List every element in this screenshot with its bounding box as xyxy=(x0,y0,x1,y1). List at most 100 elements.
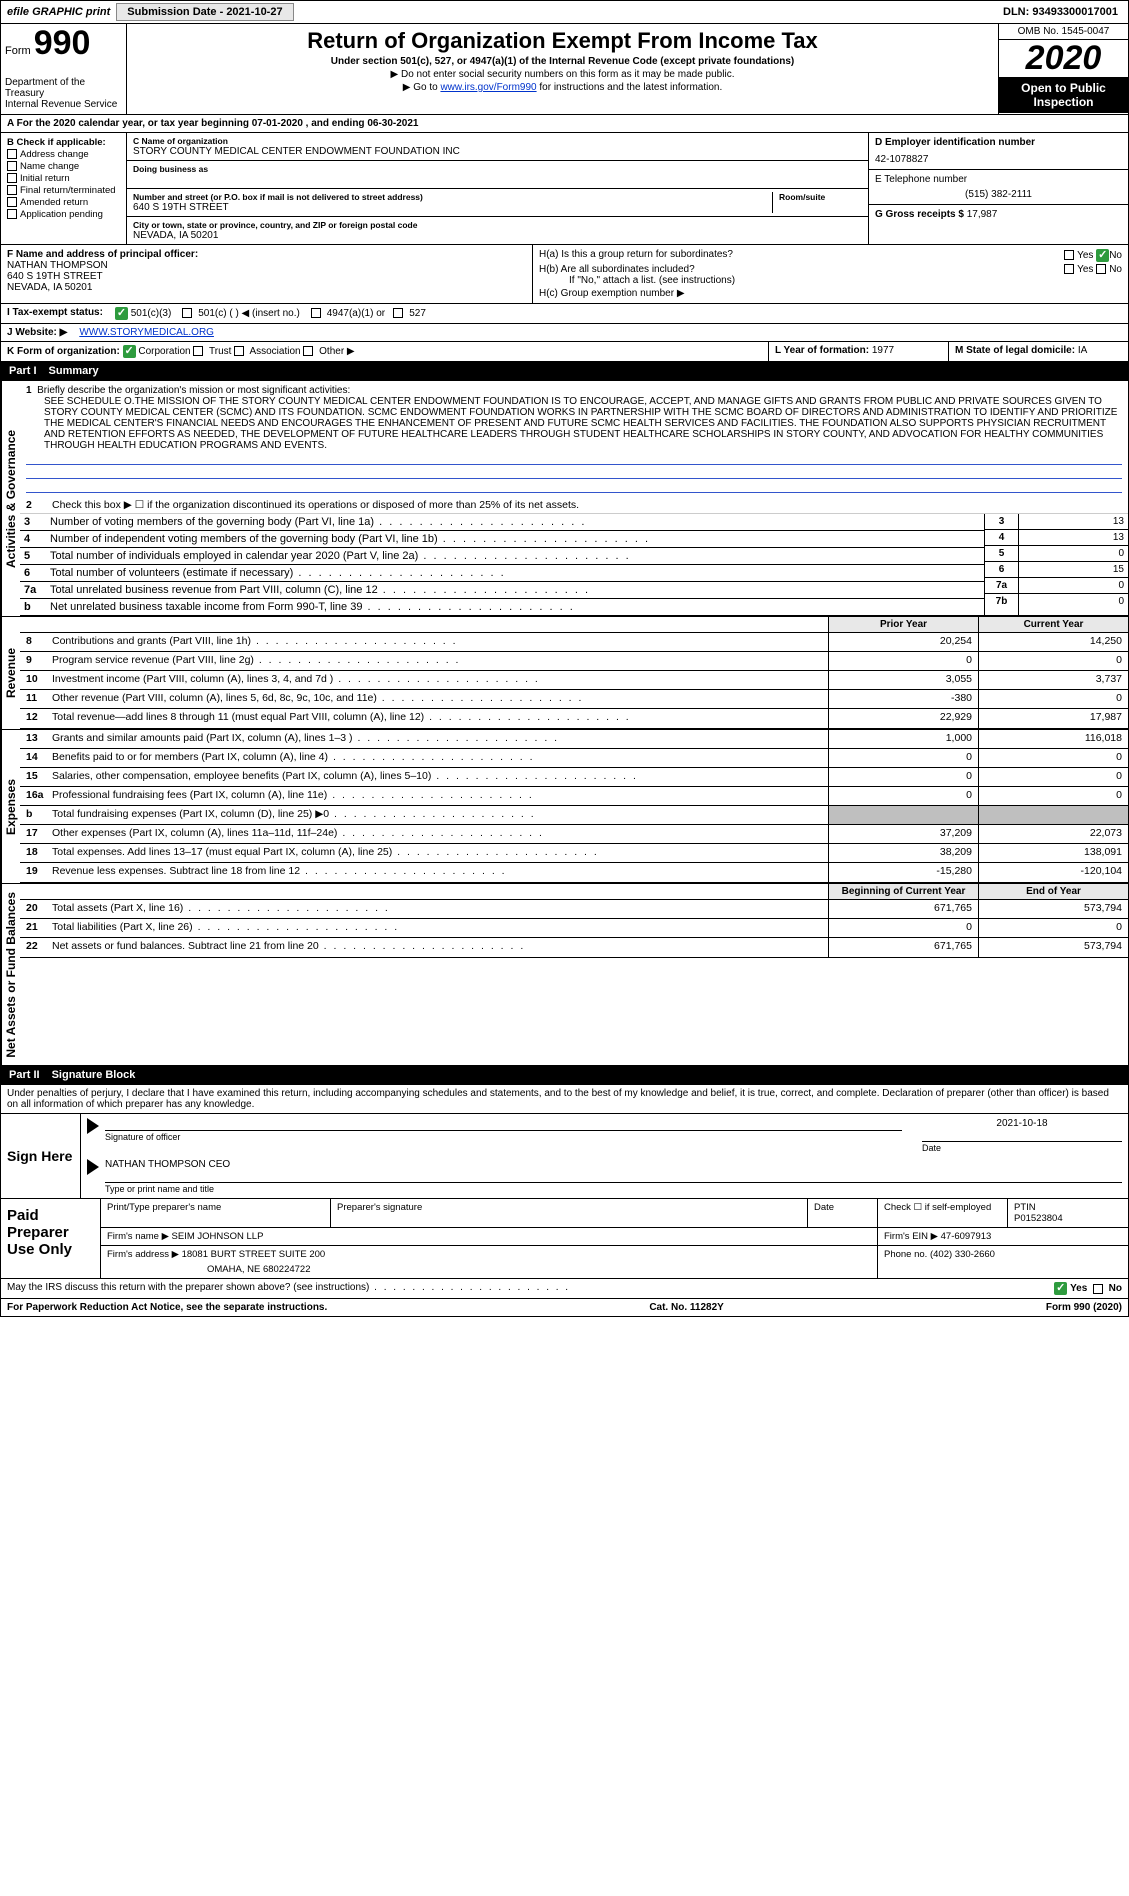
sign-date: 2021-10-18 xyxy=(922,1118,1122,1129)
submission-date-button[interactable]: Submission Date - 2021-10-27 xyxy=(116,3,293,21)
sign-here-block: Sign Here Signature of officer 2021-10-1… xyxy=(0,1114,1129,1199)
section-j: J Website: ▶ WWW.STORYMEDICAL.ORG xyxy=(0,324,1129,342)
form-number: 990 xyxy=(34,24,91,62)
form-title: Return of Organization Exempt From Incom… xyxy=(135,28,990,54)
org-name-box: C Name of organization STORY COUNTY MEDI… xyxy=(127,133,868,161)
prior-20: 671,765 xyxy=(829,900,978,919)
line-b: bTotal fundraising expenses (Part IX, co… xyxy=(20,806,828,825)
line-22: 22Net assets or fund balances. Subtract … xyxy=(20,938,828,957)
ein-value: 42-1078827 xyxy=(875,154,1122,165)
line-20: 20Total assets (Part X, line 16) xyxy=(20,900,828,919)
footer-left: For Paperwork Reduction Act Notice, see … xyxy=(7,1302,327,1313)
val-b: 0 xyxy=(1019,594,1128,609)
tax-year: 2020 xyxy=(999,40,1128,77)
ein-box: D Employer identification number 42-1078… xyxy=(869,133,1128,170)
chk-initial[interactable]: Initial return xyxy=(7,173,120,184)
prior-17: 37,209 xyxy=(829,825,978,844)
addr-label: Number and street (or P.O. box if mail i… xyxy=(133,192,772,202)
line-6: 6Total number of volunteers (estimate if… xyxy=(20,565,984,582)
chk-pending[interactable]: Application pending xyxy=(7,209,120,220)
prior-year-head: Prior Year xyxy=(829,617,978,633)
k-label: K Form of organization: xyxy=(7,346,120,357)
line-5: 5Total number of individuals employed in… xyxy=(20,548,984,565)
street-address: 640 S 19TH STREET xyxy=(133,202,772,213)
prior-11: -380 xyxy=(829,690,978,709)
calendar-year-line: A For the 2020 calendar year, or tax yea… xyxy=(0,115,1129,133)
suite-label: Room/suite xyxy=(779,192,862,202)
hb-note: If "No," attach a list. (see instruction… xyxy=(539,275,1122,286)
chk-final[interactable]: Final return/terminated xyxy=(7,185,120,196)
paid-preparer-label: Paid Preparer Use Only xyxy=(1,1199,101,1278)
line-14: 14Benefits paid to or for members (Part … xyxy=(20,749,828,768)
val-4: 13 xyxy=(1019,530,1128,546)
curr-22: 573,794 xyxy=(979,938,1128,957)
val-3: 13 xyxy=(1019,514,1128,530)
ein-label: Firm's EIN ▶ xyxy=(884,1231,938,1242)
date-label: Date xyxy=(922,1141,1122,1153)
line-7a: 7aTotal unrelated business revenue from … xyxy=(20,582,984,599)
line-10: 10Investment income (Part VIII, column (… xyxy=(20,671,828,690)
mission-block: 1 Briefly describe the organization's mi… xyxy=(20,381,1128,497)
line-16a: 16aProfessional fundraising fees (Part I… xyxy=(20,787,828,806)
prior-19: -15,280 xyxy=(829,863,978,882)
city-state-zip: NEVADA, IA 50201 xyxy=(133,230,862,241)
val-5: 0 xyxy=(1019,546,1128,562)
side-governance: Activities & Governance xyxy=(1,381,20,616)
mission-text: SEE SCHEDULE O.THE MISSION OF THE STORY … xyxy=(44,396,1122,451)
open-to-public: Open to Public Inspection xyxy=(999,77,1128,113)
line-2: 2Check this box ▶ ☐ if the organization … xyxy=(20,497,1128,514)
phone-box: E Telephone number (515) 382-2111 xyxy=(869,170,1128,205)
form-note-1: ▶ Do not enter social security numbers o… xyxy=(135,69,990,80)
section-m: M State of legal domicile: IA xyxy=(948,342,1128,361)
form-header: Form 990 Department of the Treasury Inte… xyxy=(0,24,1129,115)
curr-10: 3,737 xyxy=(979,671,1128,690)
prior-13: 1,000 xyxy=(829,730,978,749)
current-year-head: Current Year xyxy=(979,617,1128,633)
e-label: E Telephone number xyxy=(875,174,1122,185)
website-link[interactable]: WWW.STORYMEDICAL.ORG xyxy=(79,327,214,338)
line-4: 4Number of independent voting members of… xyxy=(20,531,984,548)
firm-addr-label: Firm's address ▶ xyxy=(107,1249,179,1260)
b-label: B Check if applicable: xyxy=(7,137,120,148)
firm-ein-cell: Firm's EIN ▶ 47-6097913 xyxy=(878,1228,1128,1245)
chk-amended[interactable]: Amended return xyxy=(7,197,120,208)
preparer-name-head: Print/Type preparer's name xyxy=(101,1199,331,1227)
j-label: J Website: ▶ xyxy=(1,324,73,341)
firm-phone-cell: Phone no. (402) 330-2660 xyxy=(878,1246,1128,1278)
curr-b xyxy=(979,806,1128,825)
line-8: 8Contributions and grants (Part VIII, li… xyxy=(20,633,828,652)
firm-ein: 47-6097913 xyxy=(941,1231,992,1242)
section-k: K Form of organization: ✓ Corporation Tr… xyxy=(1,342,768,361)
chk-name[interactable]: Name change xyxy=(7,161,120,172)
ha-label: H(a) Is this a group return for subordin… xyxy=(539,249,733,262)
line-9: 9Program service revenue (Part VIII, lin… xyxy=(20,652,828,671)
prior-18: 38,209 xyxy=(829,844,978,863)
line-17: 17Other expenses (Part IX, column (A), l… xyxy=(20,825,828,844)
box-3: 3 xyxy=(985,514,1018,530)
preparer-date-head: Date xyxy=(808,1199,878,1227)
hb-label: H(b) Are all subordinates included? xyxy=(539,264,695,275)
dba-label: Doing business as xyxy=(133,164,862,174)
paid-preparer-block: Paid Preparer Use Only Print/Type prepar… xyxy=(0,1199,1129,1279)
irs-link[interactable]: www.irs.gov/Form990 xyxy=(440,82,536,93)
box-5: 5 xyxy=(985,546,1018,562)
expenses-table: 13Grants and similar amounts paid (Part … xyxy=(20,730,1128,883)
chk-address[interactable]: Address change xyxy=(7,149,120,160)
f-label: F Name and address of principal officer: xyxy=(7,249,526,260)
expenses-section: Expenses 13Grants and similar amounts pa… xyxy=(0,730,1129,884)
d-label: D Employer identification number xyxy=(875,137,1122,148)
officer-addr1: 640 S 19TH STREET xyxy=(7,271,526,282)
discuss-answer: ✓ Yes No xyxy=(1054,1282,1122,1295)
curr-9: 0 xyxy=(979,652,1128,671)
curr-14: 0 xyxy=(979,749,1128,768)
line-15: 15Salaries, other compensation, employee… xyxy=(20,768,828,787)
netassets-section: Net Assets or Fund Balances 20Total asse… xyxy=(0,884,1129,1067)
curr-8: 14,250 xyxy=(979,633,1128,652)
curr-13: 116,018 xyxy=(979,730,1128,749)
box-b: 7b xyxy=(985,594,1018,609)
ha-answer: Yes ✓No xyxy=(1064,249,1122,262)
curr-11: 0 xyxy=(979,690,1128,709)
part2-num: Part II xyxy=(9,1069,40,1081)
firm-address: 18081 BURT STREET SUITE 200 xyxy=(182,1249,326,1260)
curr-15: 0 xyxy=(979,768,1128,787)
